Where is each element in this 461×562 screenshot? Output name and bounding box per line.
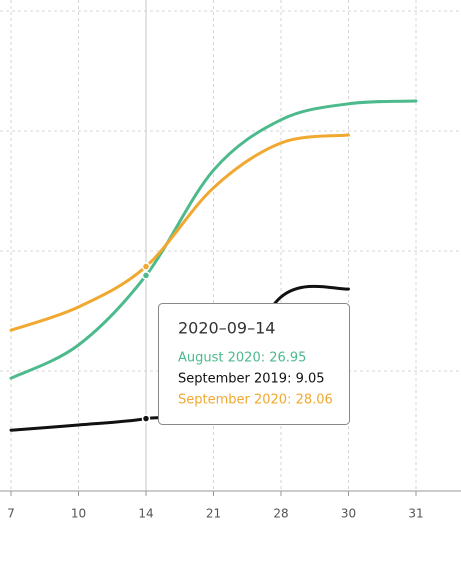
hover-point xyxy=(141,271,151,280)
x-tick-label: 28 xyxy=(273,507,288,521)
x-tick-label: 7 xyxy=(7,507,15,521)
hover-point xyxy=(141,262,151,271)
x-tick-label: 31 xyxy=(408,507,423,521)
x-tick-label: 30 xyxy=(341,507,356,521)
x-tick-label: 10 xyxy=(71,507,86,521)
hover-point xyxy=(141,414,151,423)
line xyxy=(9,133,350,332)
tooltip-line: September 2019: 9.05 xyxy=(178,372,325,387)
tooltip xyxy=(158,303,350,425)
x-tick-label: 21 xyxy=(206,507,221,521)
tooltip-line: August 2020: 26.95 xyxy=(178,351,306,366)
tooltip-title: 2020–09–14 xyxy=(178,319,275,338)
tooltip-line: September 2020: 28.06 xyxy=(178,393,333,408)
x-tick-label: 14 xyxy=(138,507,153,521)
line xyxy=(9,99,418,380)
